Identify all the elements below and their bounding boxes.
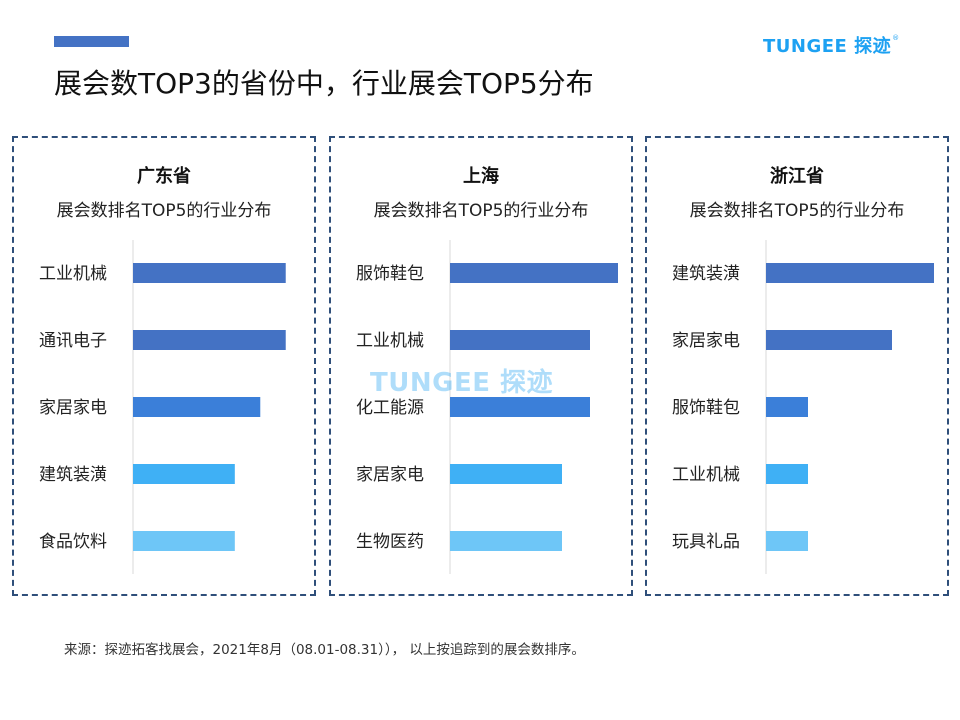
bar xyxy=(450,263,618,283)
bar xyxy=(450,531,562,551)
watermark-text: TUNGEE 探迹 xyxy=(370,368,554,398)
category-label: 玩具礼品 xyxy=(672,532,740,552)
page-title: 展会数TOP3的省份中，行业展会TOP5分布 xyxy=(54,67,594,100)
category-label: 家居家电 xyxy=(39,398,107,418)
panel-title: 浙江省 xyxy=(770,166,824,187)
panel-title: 广东省 xyxy=(137,166,191,187)
bar xyxy=(766,531,808,551)
bar xyxy=(450,397,590,417)
category-label: 家居家电 xyxy=(672,331,740,351)
bar xyxy=(133,464,235,484)
category-label: 服饰鞋包 xyxy=(356,264,424,284)
category-label: 服饰鞋包 xyxy=(672,398,740,418)
category-label: 食品饮料 xyxy=(39,532,107,552)
bar xyxy=(133,330,286,350)
watermark-logo: TUNGEE 探迹 xyxy=(370,362,553,399)
panel-guangdong: 广东省 展会数排名TOP5的行业分布 工业机械通讯电子家居家电建筑装潢食品饮料 xyxy=(12,136,316,596)
bar xyxy=(133,397,261,417)
bar xyxy=(450,464,562,484)
source-note: 来源：探迹拓客找展会，2021年8月（08.01-08.31））， 以上按追踪到… xyxy=(64,642,585,658)
bar xyxy=(766,464,808,484)
category-label: 通讯电子 xyxy=(39,331,107,351)
category-label: 建筑装潢 xyxy=(672,264,740,284)
panel-subtitle: 展会数排名TOP5的行业分布 xyxy=(56,201,272,221)
brand-logo: TUNGEE 探迹 ® xyxy=(763,34,900,57)
category-label: 家居家电 xyxy=(356,465,424,485)
bar xyxy=(133,531,235,551)
panel-subtitle: 展会数排名TOP5的行业分布 xyxy=(689,201,905,221)
panel-title: 上海 xyxy=(463,166,499,187)
bar xyxy=(450,330,590,350)
panel-subtitle: 展会数排名TOP5的行业分布 xyxy=(373,201,589,221)
category-label: 工业机械 xyxy=(356,331,424,351)
category-label: 化工能源 xyxy=(356,398,424,418)
category-label: 生物医药 xyxy=(356,532,424,552)
bar xyxy=(766,330,892,350)
bar xyxy=(766,263,934,283)
category-label: 工业机械 xyxy=(672,465,740,485)
logo-text: TUNGEE 探迹 xyxy=(763,36,892,57)
bar xyxy=(133,263,286,283)
logo-registered-mark: ® xyxy=(892,34,900,42)
category-label: 工业机械 xyxy=(39,264,107,284)
bar xyxy=(766,397,808,417)
category-label: 建筑装潢 xyxy=(39,465,107,485)
panel-zhejiang: 浙江省 展会数排名TOP5的行业分布 建筑装潢家居家电服饰鞋包工业机械玩具礼品 xyxy=(645,136,949,596)
panel-shanghai: 上海 展会数排名TOP5的行业分布 服饰鞋包工业机械化工能源家居家电生物医药 xyxy=(329,136,633,596)
title-accent-bar xyxy=(54,36,129,47)
